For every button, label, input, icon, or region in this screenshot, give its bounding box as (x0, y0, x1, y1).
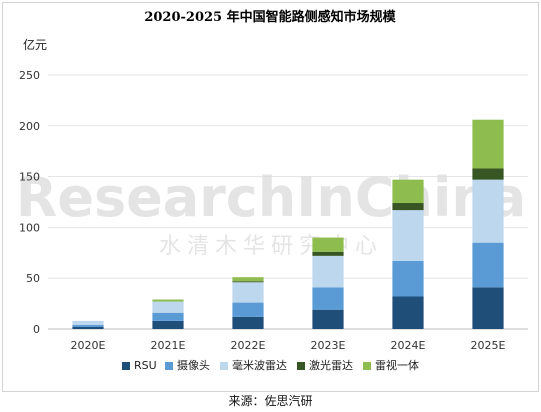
bar-segment (392, 296, 424, 329)
legend-label: 摄像头 (177, 358, 210, 372)
bar-segment (312, 287, 344, 310)
bar-segment (232, 316, 264, 329)
stacked-bar-chart: 2020-2025 年中国智能路侧感知市场规模 亿元 ResearchInChi… (16, 9, 528, 372)
bar-segment (72, 326, 104, 329)
y-axis-unit-label: 亿元 (23, 37, 47, 52)
y-tick-label: 0 (33, 323, 40, 336)
legend-label: 雷视一体 (375, 358, 419, 372)
chart-title: 2020-2025 年中国智能路侧感知市场规模 (144, 9, 396, 25)
legend-swatch (220, 362, 228, 370)
bar-segment (392, 260, 424, 297)
bar-segment (312, 251, 344, 256)
source-note: 来源：佐思汽研 (228, 394, 313, 408)
y-axis-ticks: 0 50 100 150 200 250 (19, 69, 40, 336)
legend-label: RSU (134, 359, 157, 372)
bar-segment (152, 312, 184, 321)
bar-segment (152, 320, 184, 329)
bar-segment (232, 282, 264, 303)
y-tick-label: 200 (19, 120, 40, 133)
bar-segment (152, 299, 184, 302)
bar-segment (232, 302, 264, 317)
bar-segment (472, 119, 504, 169)
x-category-label: 2020E (71, 339, 106, 352)
legend-swatch (122, 362, 130, 370)
legend-label: 激光雷达 (309, 358, 353, 372)
legend-swatch (165, 362, 173, 370)
bar-segment (472, 179, 504, 243)
bar-segment (392, 179, 424, 204)
bar-segment (232, 281, 264, 283)
x-category-label: 2024E (391, 339, 426, 352)
y-tick-label: 100 (19, 221, 40, 234)
legend: RSU 摄像头 毫米波雷达 激光雷达 雷视一体 (122, 358, 419, 372)
legend-swatch (363, 362, 371, 370)
x-category-label: 2021E (151, 339, 186, 352)
bars (72, 119, 504, 329)
x-category-label: 2022E (231, 339, 266, 352)
x-category-label: 2023E (311, 339, 346, 352)
legend-swatch (297, 362, 305, 370)
watermark-chinese: 水清木华研究中心 (159, 234, 383, 259)
chart-frame: 2020-2025 年中国智能路侧感知市场规模 亿元 ResearchInChi… (2, 2, 539, 392)
bar-segment (312, 255, 344, 288)
y-tick-label: 250 (19, 69, 40, 82)
watermark-english: ResearchInChina (16, 166, 527, 229)
bar-segment (472, 242, 504, 288)
x-category-label: 2025E (471, 339, 506, 352)
bar-segment (392, 203, 424, 211)
bar-segment (152, 301, 184, 313)
bar-segment (312, 309, 344, 329)
bar-segment (472, 168, 504, 180)
grid-lines (48, 74, 528, 330)
legend-label: 毫米波雷达 (232, 358, 287, 372)
x-axis-categories: 2020E 2021E 2022E 2023E 2024E 2025E (71, 339, 506, 352)
bar-segment (72, 324, 104, 327)
bar-segment (472, 287, 504, 329)
watermark: ResearchInChina 水清木华研究中心 (16, 166, 527, 259)
bar-segment (232, 277, 264, 282)
bar-segment (312, 237, 344, 252)
bar-segment (72, 320, 104, 325)
bar-segment (392, 210, 424, 261)
y-tick-label: 150 (19, 171, 40, 184)
y-tick-label: 50 (26, 272, 40, 285)
